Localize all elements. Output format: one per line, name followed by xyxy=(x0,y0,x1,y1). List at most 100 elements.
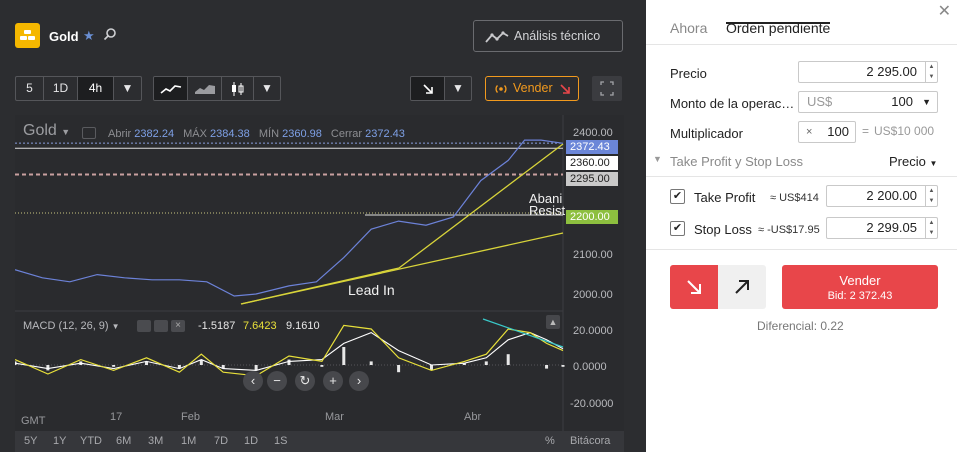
chart-symbol-dropdown[interactable]: Gold ▼ xyxy=(23,122,70,140)
range-bar: 5Y 1Y YTD 6M 3M 1M 7D 1D 1S % Bitácora xyxy=(15,431,624,452)
interval-5[interactable]: 5 xyxy=(16,77,44,100)
chevron-down-icon[interactable]: ▼ xyxy=(922,97,931,107)
macd-histogram-bar xyxy=(429,365,433,371)
close-icon[interactable]: ✕ xyxy=(937,3,951,20)
settings-icon[interactable] xyxy=(82,127,96,139)
close-label: Cerrar xyxy=(330,128,363,140)
macd-label: MACD (12, 26, 9) xyxy=(23,320,109,332)
reset-icon[interactable]: ↻ xyxy=(295,371,315,391)
indicator-settings-icon[interactable] xyxy=(137,320,151,332)
tpsl-mode: Precio xyxy=(889,154,926,169)
macd-dropdown[interactable]: MACD (12, 26, 9) ▼ xyxy=(23,320,120,332)
price-stepper[interactable]: ▲ ▼ xyxy=(925,62,937,82)
zoom-out-icon[interactable]: − xyxy=(267,371,287,391)
log-scale-toggle[interactable]: Bitácora xyxy=(570,435,611,447)
fullscreen-icon[interactable] xyxy=(592,76,622,101)
macd-y-tick: -20.0000 xyxy=(570,398,614,410)
multiplier-label: Multiplicador xyxy=(670,126,743,141)
range-3m[interactable]: 3M xyxy=(148,435,164,447)
chevron-down-icon: ▼ xyxy=(61,127,71,137)
stop-loss-checkbox[interactable]: ✔ xyxy=(670,221,685,236)
amount-input[interactable]: US$ 100 ▼ xyxy=(798,91,938,113)
take-profit-stepper[interactable]: ▲ ▼ xyxy=(925,186,937,206)
range-1s[interactable]: 1S xyxy=(274,435,288,447)
scroll-right-icon[interactable]: › xyxy=(349,371,369,391)
low-label: MÍN xyxy=(258,128,280,140)
collapse-arrow-icon[interactable]: ▲ xyxy=(546,315,560,329)
macd-histogram-value: 9.1610 xyxy=(286,320,320,332)
macd-histogram-bar xyxy=(254,365,258,371)
range-6m[interactable]: 6M xyxy=(116,435,132,447)
close-value: 2372.43 xyxy=(365,128,405,140)
instrument-header: Gold ★ Análisis técnico xyxy=(0,0,646,70)
low-value: 2360.98 xyxy=(282,128,322,140)
x-tick: Abr xyxy=(464,411,482,423)
range-1m[interactable]: 1M xyxy=(181,435,197,447)
arrow-up-right-icon xyxy=(735,280,749,294)
indicator-gear-icon[interactable] xyxy=(154,320,168,332)
search-icon[interactable] xyxy=(103,27,117,41)
range-1y[interactable]: 1Y xyxy=(53,435,67,447)
range-7d[interactable]: 7D xyxy=(214,435,229,447)
gold-bars-icon xyxy=(15,23,40,48)
star-icon[interactable]: ★ xyxy=(83,28,95,43)
stop-loss-estimate: ≈ -US$17.95 xyxy=(758,224,820,236)
arrow-down-right-icon[interactable] xyxy=(411,77,445,100)
price-input[interactable]: 2 295.00 ▲ ▼ xyxy=(798,61,938,83)
bid-price: Bid: 2 372.43 xyxy=(827,290,893,302)
interval-dropdown-chevron-icon[interactable]: ▼ xyxy=(121,81,134,95)
zoom-in-icon[interactable]: + xyxy=(323,371,343,391)
stop-loss-input[interactable]: 2 299.05 ▲ ▼ xyxy=(826,217,938,239)
take-profit-checkbox[interactable]: ✔ xyxy=(670,189,685,204)
amount-value: 100 xyxy=(891,94,913,109)
annotation-abani[interactable]: Abani xyxy=(529,191,563,206)
chart-sell-button[interactable]: Vender xyxy=(485,76,579,101)
multiplier-total: US$10 000 xyxy=(874,124,935,138)
stop-loss-stepper[interactable]: ▲ ▼ xyxy=(925,218,937,238)
tpsl-mode-dropdown[interactable]: Precio ▼ xyxy=(889,154,937,169)
divider xyxy=(646,44,957,45)
chart-symbol: Gold xyxy=(23,122,57,139)
percent-toggle[interactable]: % xyxy=(545,435,555,447)
multiplier-input[interactable]: × 100 xyxy=(798,121,856,143)
range-ytd[interactable]: YTD xyxy=(80,435,102,447)
area-chart-icon[interactable] xyxy=(188,77,222,100)
macd-histogram-bar xyxy=(342,347,346,365)
price-series-line xyxy=(15,139,564,297)
sell-direction-button[interactable] xyxy=(670,265,718,309)
buy-direction-button[interactable] xyxy=(718,265,766,309)
direction-dropdown-chevron-icon[interactable]: ▼ xyxy=(452,81,464,95)
divider xyxy=(646,249,957,250)
macd-histogram-bar xyxy=(369,361,373,365)
range-1d[interactable]: 1D xyxy=(244,435,259,447)
sell-button[interactable]: Vender Bid: 2 372.43 xyxy=(782,265,938,309)
arrow-down-right-icon xyxy=(560,84,570,94)
scroll-left-icon[interactable]: ‹ xyxy=(243,371,263,391)
tab-pending-order[interactable]: Orden pendiente xyxy=(726,20,831,36)
stop-loss-label: Stop Loss xyxy=(694,222,752,237)
tab-now[interactable]: Ahora xyxy=(670,20,708,36)
macd-histogram-bar xyxy=(484,361,488,365)
line-chart-icon[interactable] xyxy=(154,77,188,100)
macd-histogram-bar xyxy=(199,359,203,365)
macd-histogram-bar xyxy=(112,365,116,367)
annotation-lead-in[interactable]: Lead In xyxy=(348,282,395,298)
spread-label: Diferencial: 0.22 xyxy=(757,319,844,333)
range-5y[interactable]: 5Y xyxy=(24,435,38,447)
indicator-close-icon[interactable]: × xyxy=(171,320,185,332)
annotation-resist[interactable]: Resist xyxy=(529,203,566,218)
y-tick: 2000.00 xyxy=(573,289,613,301)
chevron-down-icon[interactable]: ▼ xyxy=(653,154,662,164)
amount-label: Monto de la operac… xyxy=(670,96,795,111)
price-chart[interactable]: Gold ▼ Abrir 2382.24 MÁX 2384.38 MÍN 236… xyxy=(15,115,624,452)
sell-label: Vender xyxy=(839,273,881,288)
take-profit-input[interactable]: 2 200.00 ▲ ▼ xyxy=(826,185,938,207)
tpsl-label[interactable]: Take Profit y Stop Loss xyxy=(670,154,803,169)
chevron-down-icon: ▼ xyxy=(929,159,938,168)
technical-analysis-button[interactable]: Análisis técnico xyxy=(473,20,623,52)
interval-1d[interactable]: 1D xyxy=(44,77,78,100)
candlestick-chart-icon[interactable] xyxy=(222,77,254,100)
chart-type-dropdown-chevron-icon[interactable]: ▼ xyxy=(261,81,273,95)
interval-4h[interactable]: 4h xyxy=(78,77,114,100)
arrow-down-right-icon xyxy=(687,280,701,294)
